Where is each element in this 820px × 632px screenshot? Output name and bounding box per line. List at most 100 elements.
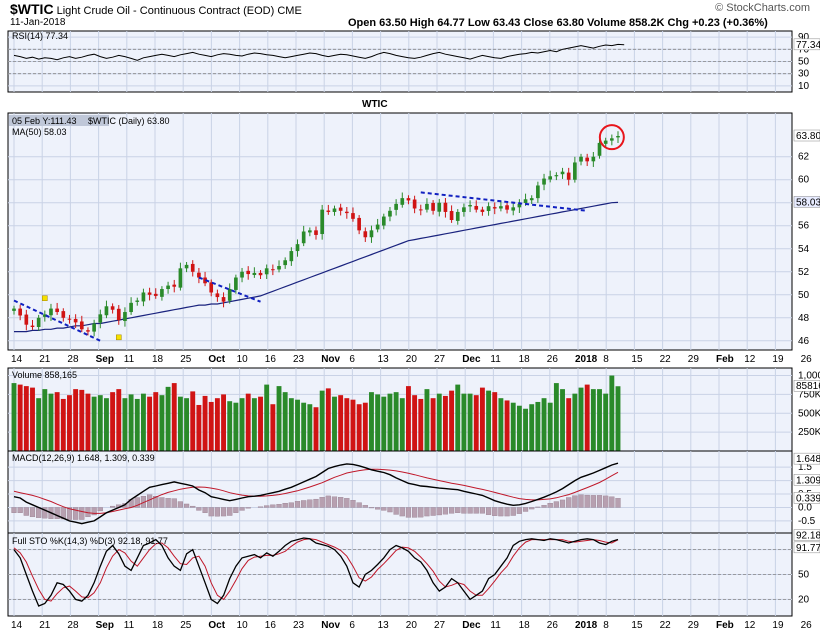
volume-bar [615,386,621,451]
macd-histogram-bar [344,498,350,508]
volume-bar [547,402,553,451]
candle-body [388,210,392,217]
volume-bar [23,386,29,451]
macd-last-value-0: 1.648 [796,454,820,465]
candle-body [203,277,207,284]
price-last-value: 63.80 [796,131,820,142]
volume-bar [479,387,485,451]
macd-y-tick: 1.5 [798,462,812,473]
volume-bar [603,393,609,451]
stochastic-label: Full STO %K(14,3) %D(3) 92.18, 91.77 [12,536,168,546]
macd-histogram-bar [301,500,307,508]
candle-body [295,244,300,252]
volume-bar [541,398,547,451]
rsi-y-tick: 90 [798,32,810,43]
macd-histogram-bar [214,507,220,517]
rsi-label: RSI(14) 77.34 [12,31,68,41]
candle-body [55,308,59,313]
macd-histogram-bar [455,507,461,513]
ticker-symbol[interactable]: $WTIC [10,1,54,17]
x-tick-label: 23 [293,354,305,365]
x-tick-label-bottom: 16 [265,620,277,631]
volume-bar [48,393,54,451]
macd-last-value-2-box [793,492,820,504]
candle-body [492,207,497,209]
price-label: $WTIC (Daily) 63.80 [88,116,170,126]
candle-body [277,266,281,270]
volume-y-tick: 1,000K [798,371,820,382]
candle-body [536,185,540,199]
volume-bar [418,398,424,451]
candle-body [443,202,448,212]
macd-histogram-bar [529,507,535,510]
candle-body [234,277,238,290]
macd-histogram-bar [208,507,214,517]
candle-body [517,203,522,208]
macd-histogram-bar [110,505,116,508]
x-tick-label-bottom: 11 [124,620,135,631]
macd-histogram-bar [313,498,319,508]
macd-histogram-bar [603,495,609,508]
macd-histogram-bar [541,505,547,508]
candle-body [474,205,479,210]
x-tick-label: 22 [660,354,672,365]
macd-histogram-bar [362,505,368,508]
macd-histogram-bar [375,507,381,510]
volume-bar [11,383,17,451]
macd-y-tick: -0.5 [798,516,816,527]
volume-bar [110,392,116,451]
volume-bar [258,396,263,451]
price-y-tick: 56 [798,221,810,232]
x-tick-label-bottom: 8 [603,620,609,631]
volume-bar [221,394,226,451]
rsi-y-tick: 10 [798,81,810,92]
volume-bar [276,386,282,451]
candle-body [529,198,534,201]
volume-y-tick: 750K [798,389,820,400]
highlight-circle [598,124,625,151]
candle-body [73,318,78,323]
macd-histogram-bar [79,507,85,520]
ma50-label: MA(50) 58.03 [12,127,67,137]
candle-body [135,300,140,302]
candle-body [394,203,398,210]
x-tick-label-bottom: 22 [660,620,672,631]
x-tick-label: 12 [744,354,756,365]
stochastic-k-last-value: 92.18 [796,530,820,541]
macd-histogram-bar [350,500,356,508]
candle-body [418,209,423,211]
macd-histogram-bar [467,507,473,514]
volume-bar [387,393,393,451]
x-tick-label: 27 [434,354,446,365]
x-tick-label: Nov [321,354,340,365]
x-tick-label-bottom: 25 [180,620,192,631]
candle-body [480,209,485,212]
volume-bar [42,389,48,451]
macd-histogram-bar [73,507,79,520]
macd-histogram-bar [338,497,344,508]
volume-bar [227,401,233,451]
volume-bar [184,398,190,451]
volume-bar [208,401,214,451]
macd-histogram-bar [559,499,566,508]
volume-bar [492,392,498,451]
volume-bar [159,395,165,451]
candle-body [573,162,577,180]
macd-histogram-bar [504,507,510,517]
volume-bar [288,398,294,451]
candle-body [486,206,491,212]
price-y-tick: 54 [798,244,810,255]
candle-body [49,308,53,316]
macd-histogram-bar [578,494,584,508]
candle-body [610,138,614,141]
candle-body [505,205,509,210]
candle-body [184,264,189,269]
volume-bar [128,394,134,451]
macd-histogram-bar [11,507,17,513]
price-last-value-box [793,129,820,142]
candle-body [511,207,516,211]
x-tick-label-bottom: Oct [208,620,225,631]
candle-body [160,289,164,297]
macd-histogram-bar [368,507,375,509]
